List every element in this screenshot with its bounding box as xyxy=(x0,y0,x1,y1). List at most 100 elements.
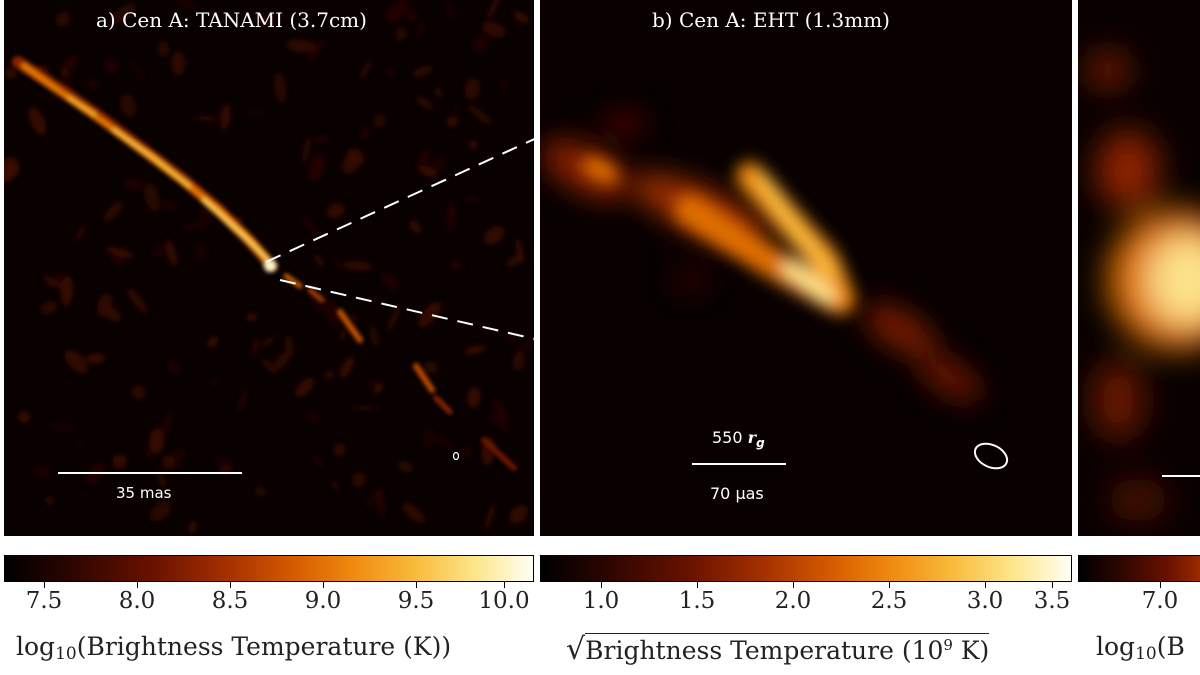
noise-blob xyxy=(471,35,491,53)
noise-blob xyxy=(152,244,166,257)
noise-blob xyxy=(109,3,136,25)
noise-blob xyxy=(129,61,146,81)
noise-blob xyxy=(259,334,278,348)
noise-blob xyxy=(308,153,326,183)
noise-blob xyxy=(308,39,325,60)
noise-blob xyxy=(434,86,443,99)
panel-a-tanami-image: a) Cen A: TANAMI (3.7cm) 35 mas xyxy=(4,0,534,536)
colorbar-a-tick: 10.0 xyxy=(478,588,530,614)
noise-blob xyxy=(509,505,528,524)
beam-ellipse-a xyxy=(452,451,460,461)
noise-blob xyxy=(395,26,407,42)
noise-blob xyxy=(418,301,442,328)
noise-blob xyxy=(193,240,208,263)
noise-blob xyxy=(295,377,315,398)
colorbar-b-tick: 3.5 xyxy=(1033,588,1071,614)
noise-blob xyxy=(160,411,173,440)
noise-blob xyxy=(323,370,335,380)
noise-blob xyxy=(406,10,417,22)
noise-blob xyxy=(124,179,144,191)
panel-b-eht-image: b) Cen A: EHT (1.3mm) 550 rg 70 μas xyxy=(540,0,1072,536)
scale-label-b-top: 550 rg xyxy=(712,428,765,451)
noise-blob xyxy=(402,502,426,524)
noise-blob xyxy=(346,147,365,165)
noise-blob xyxy=(157,40,170,58)
noise-blob xyxy=(415,95,434,111)
noise-blob xyxy=(112,454,128,470)
noise-blob xyxy=(268,14,290,21)
noise-blob xyxy=(506,254,523,267)
noise-blob xyxy=(246,312,258,322)
noise-blob xyxy=(482,21,506,38)
noise-blob xyxy=(397,460,413,473)
noise-blob xyxy=(513,11,530,24)
colorbar-a-tick: 7.5 xyxy=(25,588,63,614)
noise-blob xyxy=(483,225,505,245)
noise-blob xyxy=(285,39,316,53)
noise-blob xyxy=(386,304,401,333)
noise-blob xyxy=(207,336,219,348)
noise-blob xyxy=(46,495,54,506)
noise-blob xyxy=(484,501,496,532)
noise-blob xyxy=(327,203,345,219)
tanami-jet-image xyxy=(4,0,534,534)
noise-blob xyxy=(493,398,508,423)
noise-blob xyxy=(261,358,277,374)
colorbar-a-tick: 8.0 xyxy=(118,588,156,614)
noise-blob xyxy=(418,165,438,178)
colorbar-b-tick: 2.5 xyxy=(870,588,908,614)
colorbar-c-tick: 7.0 xyxy=(1141,588,1179,614)
noise-blob xyxy=(165,448,185,472)
noise-blob xyxy=(313,254,326,268)
noise-blob xyxy=(75,440,85,450)
noise-blob xyxy=(324,297,340,329)
noise-blob xyxy=(302,135,311,165)
noise-blob xyxy=(351,405,381,411)
colorbar-b-tick: 2.0 xyxy=(774,588,812,614)
noise-blob xyxy=(104,58,118,74)
noise-blob xyxy=(333,443,346,457)
noise-blob xyxy=(373,382,384,395)
colorbar-a-tick: 9.5 xyxy=(397,588,435,614)
noise-blob xyxy=(238,388,247,412)
colorbar-b-tick: 1.5 xyxy=(678,588,716,614)
noise-blob xyxy=(254,485,267,497)
noise-blob xyxy=(498,80,507,89)
noise-blob xyxy=(380,271,399,292)
panel-a-title: a) Cen A: TANAMI (3.7cm) xyxy=(96,8,367,32)
noise-blob xyxy=(385,0,410,23)
panel-c-jet-image xyxy=(1086,52,1200,522)
noise-blob xyxy=(487,414,513,433)
noise-blob xyxy=(86,353,106,364)
noise-blob xyxy=(157,470,166,489)
noise-blob xyxy=(309,295,325,314)
noise-blob xyxy=(167,360,181,374)
noise-blob xyxy=(144,182,160,213)
noise-blob xyxy=(4,66,18,80)
noise-blob xyxy=(359,60,372,80)
panel-b-title: b) Cen A: EHT (1.3mm) xyxy=(652,8,890,32)
eht-jet-image xyxy=(542,114,1009,470)
colorbar-b-label: √Brightness Temperature (109 K) xyxy=(566,632,990,667)
colorbar-b xyxy=(540,555,1072,582)
noise-blob xyxy=(188,520,197,534)
noise-blob xyxy=(212,455,234,468)
noise-blob xyxy=(455,102,461,115)
noise-blob xyxy=(220,103,231,131)
noise-blob xyxy=(311,455,324,467)
panel-c-image xyxy=(1078,0,1200,536)
noise-blob xyxy=(339,326,347,342)
noise-blob xyxy=(307,411,320,424)
noise-blob xyxy=(324,210,333,218)
noise-blob xyxy=(131,384,146,400)
noise-blob xyxy=(409,219,422,234)
scale-label-b-bottom: 70 μas xyxy=(710,484,764,503)
noise-blob xyxy=(464,77,480,100)
noise-blob xyxy=(273,351,291,371)
noise-blob xyxy=(467,387,481,408)
beam-ellipse-b xyxy=(973,442,1009,470)
noise-blob xyxy=(75,224,87,242)
noise-blob xyxy=(373,113,386,129)
noise-blob xyxy=(144,447,156,459)
colorbar-b-tick: 3.0 xyxy=(966,588,1004,614)
